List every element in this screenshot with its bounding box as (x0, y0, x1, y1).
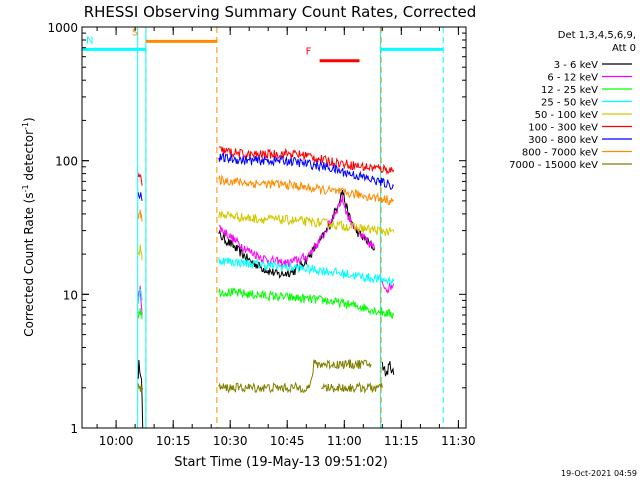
y-tick-label: 1000 (47, 21, 78, 35)
legend-label: 6 - 12 keV (547, 73, 598, 84)
axes-group: 1 10 100 1000 10:00 10:15 10:30 10:45 11:00 11:15… (47, 21, 475, 448)
series-line (218, 146, 395, 176)
series-line (218, 190, 376, 279)
legend-label: 25 - 50 keV (541, 98, 598, 109)
series-line (321, 381, 383, 394)
chart-title: RHESSI Observing Summary Count Rates, Co… (84, 3, 477, 21)
legend: Det 1,3,4,5,6,9, Att 0 3 - 6 keV 6 - 12 keV… (509, 30, 636, 171)
y-tick-label: 1 (70, 422, 78, 436)
series-line (381, 280, 395, 294)
legend-label: 100 - 300 keV (528, 123, 598, 134)
plot-content: S N F (82, 27, 444, 429)
series-line (137, 209, 143, 222)
series-line (137, 359, 144, 429)
series-line (137, 285, 143, 316)
y-axis-label: Corrected Count Rate (s-1 detector-1) (21, 117, 36, 336)
plot-frame (81, 26, 467, 429)
y-axis-label-end: ) (22, 117, 36, 122)
y-axis-label-main: Corrected Count Rate (s (22, 192, 36, 336)
x-tick-label: 11:30 (441, 434, 476, 448)
x-tick-label: 11:15 (384, 434, 419, 448)
legend-attenuator: Att 0 (612, 43, 636, 54)
y-tick-label: 100 (55, 155, 78, 169)
series-line (137, 383, 144, 392)
legend-label: 7000 - 15000 keV (509, 160, 598, 171)
series-line (218, 359, 372, 394)
flag-label: S (132, 27, 138, 38)
x-axis-label: Start Time (19-May-13 09:51:02) (174, 455, 388, 470)
y-axis-label-mid: detector (22, 130, 36, 185)
y-tick-label: 10 (63, 288, 78, 302)
x-tick-label: 10:00 (99, 434, 134, 448)
flag-label: F (306, 47, 312, 58)
series-line (218, 287, 395, 320)
x-tick-label: 11:00 (327, 434, 362, 448)
legend-label: 50 - 100 keV (535, 110, 599, 121)
legend-label: 3 - 6 keV (554, 60, 598, 71)
series-line (218, 174, 395, 206)
series-line (218, 194, 376, 268)
flag-label: N (86, 35, 93, 46)
x-tick-label: 10:30 (213, 434, 248, 448)
y-axis-label-sup2: -1 (21, 122, 30, 130)
series-line (137, 307, 143, 320)
series-line (218, 153, 395, 190)
x-tick-label: 10:45 (270, 434, 305, 448)
series-line (381, 361, 395, 377)
series-line (218, 210, 395, 237)
series-line (137, 172, 143, 186)
legend-header: Det 1,3,4,5,6,9, (558, 30, 636, 41)
footer-date: 19-Oct-2021 04:59 (561, 469, 637, 478)
series-line (218, 257, 395, 288)
y-axis-label-sup1: -1 (21, 184, 30, 192)
series-line (137, 192, 143, 201)
legend-label: 800 - 7000 keV (522, 148, 598, 159)
x-tick-label: 10:15 (156, 434, 191, 448)
series-line (137, 244, 143, 261)
legend-label: 300 - 800 keV (528, 135, 598, 146)
legend-label: 12 - 25 keV (541, 85, 598, 96)
series-line (137, 288, 143, 304)
